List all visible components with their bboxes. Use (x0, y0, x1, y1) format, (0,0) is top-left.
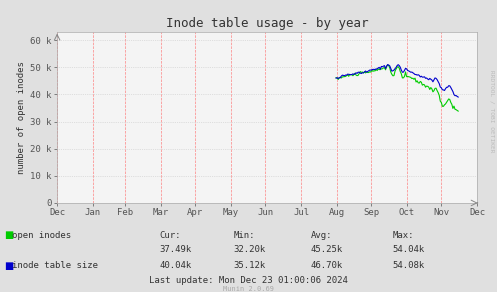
Text: Max:: Max: (393, 231, 414, 239)
Text: RRDTOOL / TOBI OETIKER: RRDTOOL / TOBI OETIKER (490, 70, 495, 152)
Text: 37.49k: 37.49k (159, 245, 191, 254)
Text: open inodes: open inodes (12, 231, 72, 239)
Text: Last update: Mon Dec 23 01:00:06 2024: Last update: Mon Dec 23 01:00:06 2024 (149, 276, 348, 285)
Text: 45.25k: 45.25k (311, 245, 343, 254)
Text: ■: ■ (4, 230, 13, 240)
Text: 54.04k: 54.04k (393, 245, 425, 254)
Text: ■: ■ (4, 261, 13, 271)
Y-axis label: number of open inodes: number of open inodes (17, 61, 26, 174)
Text: 35.12k: 35.12k (234, 261, 266, 270)
Text: 54.08k: 54.08k (393, 261, 425, 270)
Text: 40.04k: 40.04k (159, 261, 191, 270)
Text: Cur:: Cur: (159, 231, 180, 239)
Text: Munin 2.0.69: Munin 2.0.69 (223, 286, 274, 292)
Title: Inode table usage - by year: Inode table usage - by year (166, 17, 368, 29)
Text: Avg:: Avg: (311, 231, 332, 239)
Text: 32.20k: 32.20k (234, 245, 266, 254)
Text: inode table size: inode table size (12, 261, 98, 270)
Text: 46.70k: 46.70k (311, 261, 343, 270)
Text: Min:: Min: (234, 231, 255, 239)
